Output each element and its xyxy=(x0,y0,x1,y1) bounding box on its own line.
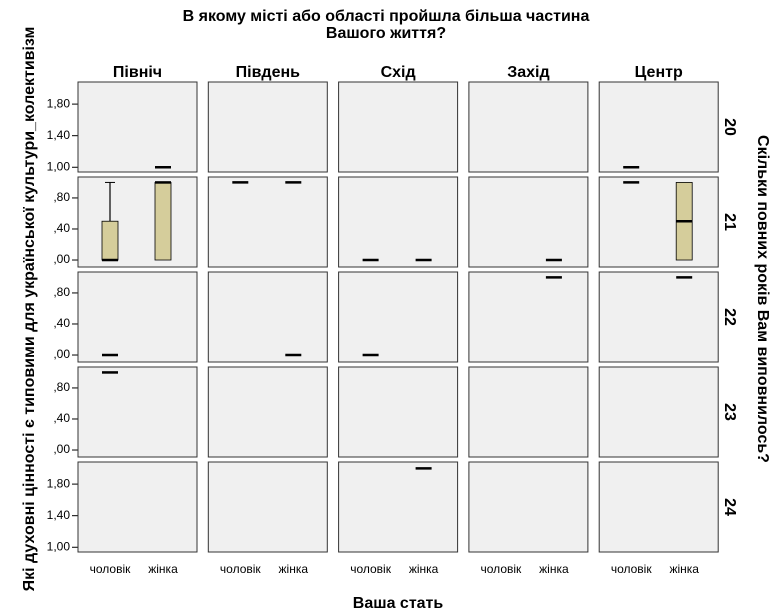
column-header: Захід xyxy=(507,64,549,81)
x-tick-label: жінка xyxy=(539,562,569,576)
panel xyxy=(598,461,719,553)
row-axis-title: Скільки повних років Вам виповнилось? xyxy=(754,135,771,463)
panel xyxy=(77,461,198,553)
row-label: 24 xyxy=(721,498,738,516)
x-tick-label: жінка xyxy=(409,562,439,576)
panel xyxy=(468,81,589,173)
x-tick-label: жінка xyxy=(148,562,178,576)
column-header: Центр xyxy=(635,64,683,81)
chart-title: В якому місті або області пройшла більша… xyxy=(182,8,590,42)
y-tick-label: 1,80 xyxy=(47,96,71,110)
y-tick-label: ,40 xyxy=(53,221,70,235)
panel xyxy=(207,461,328,553)
x-tick-label: жінка xyxy=(279,562,309,576)
y-tick-label: 1,40 xyxy=(47,508,71,522)
panel xyxy=(338,81,459,173)
y-tick-label: 1,40 xyxy=(47,128,71,142)
x-tick-label: чоловік xyxy=(220,562,262,576)
y-tick-label: ,80 xyxy=(53,190,70,204)
panel xyxy=(338,271,459,363)
y-tick-label: ,00 xyxy=(53,347,70,361)
panel xyxy=(468,271,589,363)
y-tick-label: ,40 xyxy=(53,411,70,425)
panel xyxy=(207,271,328,363)
y-tick-label: 1,00 xyxy=(47,159,71,173)
panel xyxy=(77,176,198,268)
column-header: Схід xyxy=(381,64,416,81)
x-tick-label: жінка xyxy=(669,562,699,576)
x-tick-label: чоловік xyxy=(611,562,653,576)
y-tick-label: ,40 xyxy=(53,316,70,330)
panel xyxy=(598,81,719,173)
y-tick-label: ,00 xyxy=(53,252,70,266)
panel xyxy=(77,81,198,173)
row-label: 20 xyxy=(721,118,738,136)
y-tick-label: 1,80 xyxy=(47,476,71,490)
panel xyxy=(468,176,589,268)
row-label: 22 xyxy=(721,308,738,326)
panel xyxy=(77,366,198,458)
panel xyxy=(598,271,719,363)
x-axis-title: Ваша стать xyxy=(352,595,444,612)
y-tick-label: ,80 xyxy=(53,285,70,299)
panel xyxy=(207,81,328,173)
x-tick-label: чоловік xyxy=(350,562,392,576)
panel xyxy=(598,366,719,458)
panel xyxy=(338,366,459,458)
panel xyxy=(207,366,328,458)
panel xyxy=(468,461,589,553)
panel xyxy=(468,366,589,458)
y-axis-title: Які духовні цінності є типовими для укра… xyxy=(21,26,38,592)
panel xyxy=(338,461,459,553)
x-tick-label: чоловік xyxy=(90,562,132,576)
column-header: Південь xyxy=(236,64,301,81)
row-label: 23 xyxy=(721,403,738,421)
panel xyxy=(338,176,459,268)
column-header: Північ xyxy=(113,64,162,81)
y-tick-label: ,00 xyxy=(53,442,70,456)
box xyxy=(101,220,119,261)
panel xyxy=(598,176,719,268)
row-label: 21 xyxy=(721,213,738,231)
y-tick-label: 1,00 xyxy=(47,539,71,553)
box xyxy=(154,182,172,261)
x-tick-label: чоловік xyxy=(481,562,523,576)
y-tick-label: ,80 xyxy=(53,380,70,394)
panel xyxy=(207,176,328,268)
panel xyxy=(77,271,198,363)
